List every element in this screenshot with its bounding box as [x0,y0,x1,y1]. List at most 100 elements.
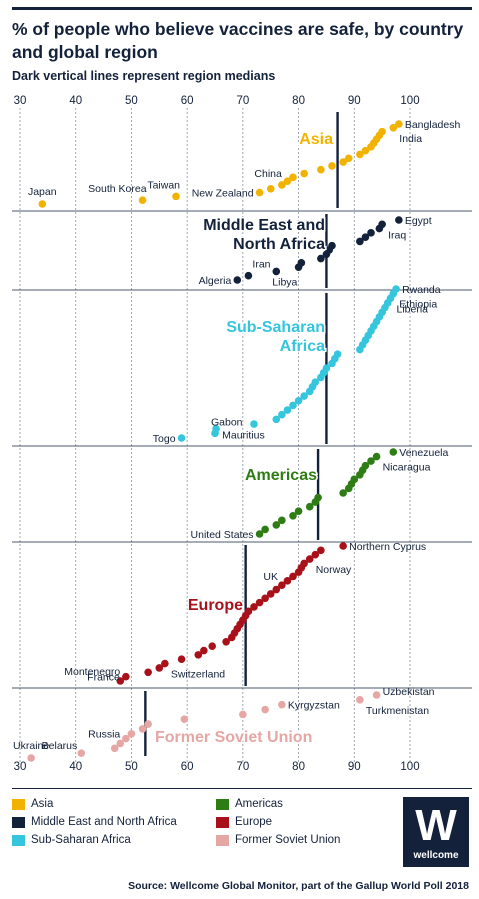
former-soviet-union-country-label: Kyrgyzstan [288,700,340,712]
x-tick-label-top: 60 [181,95,194,107]
asia-point [255,188,264,197]
x-tick-label-bottom: 50 [125,761,138,773]
europe-point [200,646,208,655]
middle-east-and-north-africa-country-label: Egypt [405,215,432,227]
europe-point [311,550,320,559]
asia-point [389,124,398,132]
sub-saharan-africa-point [283,406,292,414]
legend-divider [12,788,472,789]
europe-country-label: Montenegro [64,666,120,678]
former-soviet-union-country-label: Belarus [42,740,78,752]
asia-region-label-line: Asia [299,131,333,148]
sub-saharan-africa-point [392,285,400,293]
asia-point [378,127,386,136]
legend-swatch [12,834,25,846]
europe-point [194,651,203,659]
middle-east-and-north-africa-point [367,229,375,237]
europe-point [177,655,186,664]
legend-item-asia: Asia [12,798,53,810]
europe-point [317,546,325,555]
americas-point [272,521,281,529]
sub-saharan-africa-point [278,410,286,419]
europe-point [122,672,130,681]
legend-label: Asia [31,798,54,810]
former-soviet-union-point [144,720,152,728]
x-tick-label-top: 100 [400,95,419,107]
middle-east-and-north-africa-country-label: Libya [272,276,297,288]
europe-point [283,577,292,585]
legend-swatch [12,798,25,810]
asia-region-label: Asia [299,131,333,148]
middle-east-and-north-africa-point [297,259,306,267]
legend-swatch [216,816,229,828]
europe-country-label: UK [263,571,278,583]
middle-east-and-north-africa-point [244,271,253,280]
asia-point [361,146,370,155]
asia-point [289,173,297,182]
europe-country-label: Norway [316,564,352,576]
asia-country-label: Japan [28,186,57,198]
americas-country-label: Nicaragua [383,462,431,474]
europe-point [116,677,125,685]
americas-point [294,507,303,516]
asia-point [395,120,403,128]
sub-saharan-africa-point [272,415,281,424]
former-soviet-union-region-label-line: Former Soviet Union [155,729,312,746]
sub-saharan-africa-country-label: Rwanda [402,284,441,296]
sub-saharan-africa-country-label: Mauritius [222,430,265,442]
asia-country-label: Taiwan [147,179,180,191]
former-soviet-union-country-label: Russia [88,728,120,740]
former-soviet-union-point [127,729,136,738]
middle-east-and-north-africa-point [328,241,336,250]
sub-saharan-africa-point [300,392,308,400]
europe-point [144,668,152,677]
x-tick-label-bottom: 40 [69,761,82,773]
sub-saharan-africa-country-label: Togo [153,433,176,445]
legend-label: Sub-Saharan Africa [31,834,131,846]
asia-point [317,165,325,174]
europe-point [222,638,230,646]
americas-point [305,502,314,511]
americas-point [389,448,398,456]
asia-point [283,177,292,185]
asia-point [138,196,147,204]
sub-saharan-africa-point [177,434,186,442]
americas-point [278,516,286,525]
wellcome-logo: W wellcome [403,797,469,867]
europe-point [305,555,314,563]
americas-region-label: Americas [245,467,317,484]
former-soviet-union-country-label: Ukraine [13,740,49,752]
europe-point [339,542,347,550]
europe-point [244,607,253,616]
asia-point [266,184,275,193]
europe-point [161,659,169,668]
americas-point [361,461,370,470]
former-soviet-union-point [122,734,130,743]
former-soviet-union-point [372,691,381,699]
sub-saharan-africa-region-label-line: Africa [280,338,325,355]
chart-title: % of people who believe vaccines are saf… [12,19,464,62]
americas-point [367,457,375,465]
americas-country-label: United States [191,529,254,541]
former-soviet-union-country-label: Turkmenistan [366,705,429,717]
sub-saharan-africa-point [322,364,331,372]
former-soviet-union-point [261,705,269,714]
legend-item-americas: Americas [216,798,283,810]
asia-country-label: China [254,168,282,180]
americas-country-label: Venezuela [399,447,448,459]
europe-country-label: Switzerland [171,669,225,681]
europe-point [261,594,269,603]
asia-point [172,192,180,201]
middle-east-and-north-africa-country-label: Iran [252,259,270,271]
europe-point [278,581,286,589]
chart-subtitle: Dark vertical lines represent region med… [12,69,276,83]
logo-text: wellcome [413,849,459,861]
europe-point [255,598,264,607]
legend-item-former-soviet-union: Former Soviet Union [216,834,340,846]
middle-east-and-north-africa-point [395,216,403,224]
middle-east-and-north-africa-country-label: Iraq [388,229,406,241]
sub-saharan-africa-point [333,350,342,358]
legend-label: Former Soviet Union [235,834,341,846]
x-tick-label-top: 30 [14,95,27,107]
europe-point [289,572,297,581]
